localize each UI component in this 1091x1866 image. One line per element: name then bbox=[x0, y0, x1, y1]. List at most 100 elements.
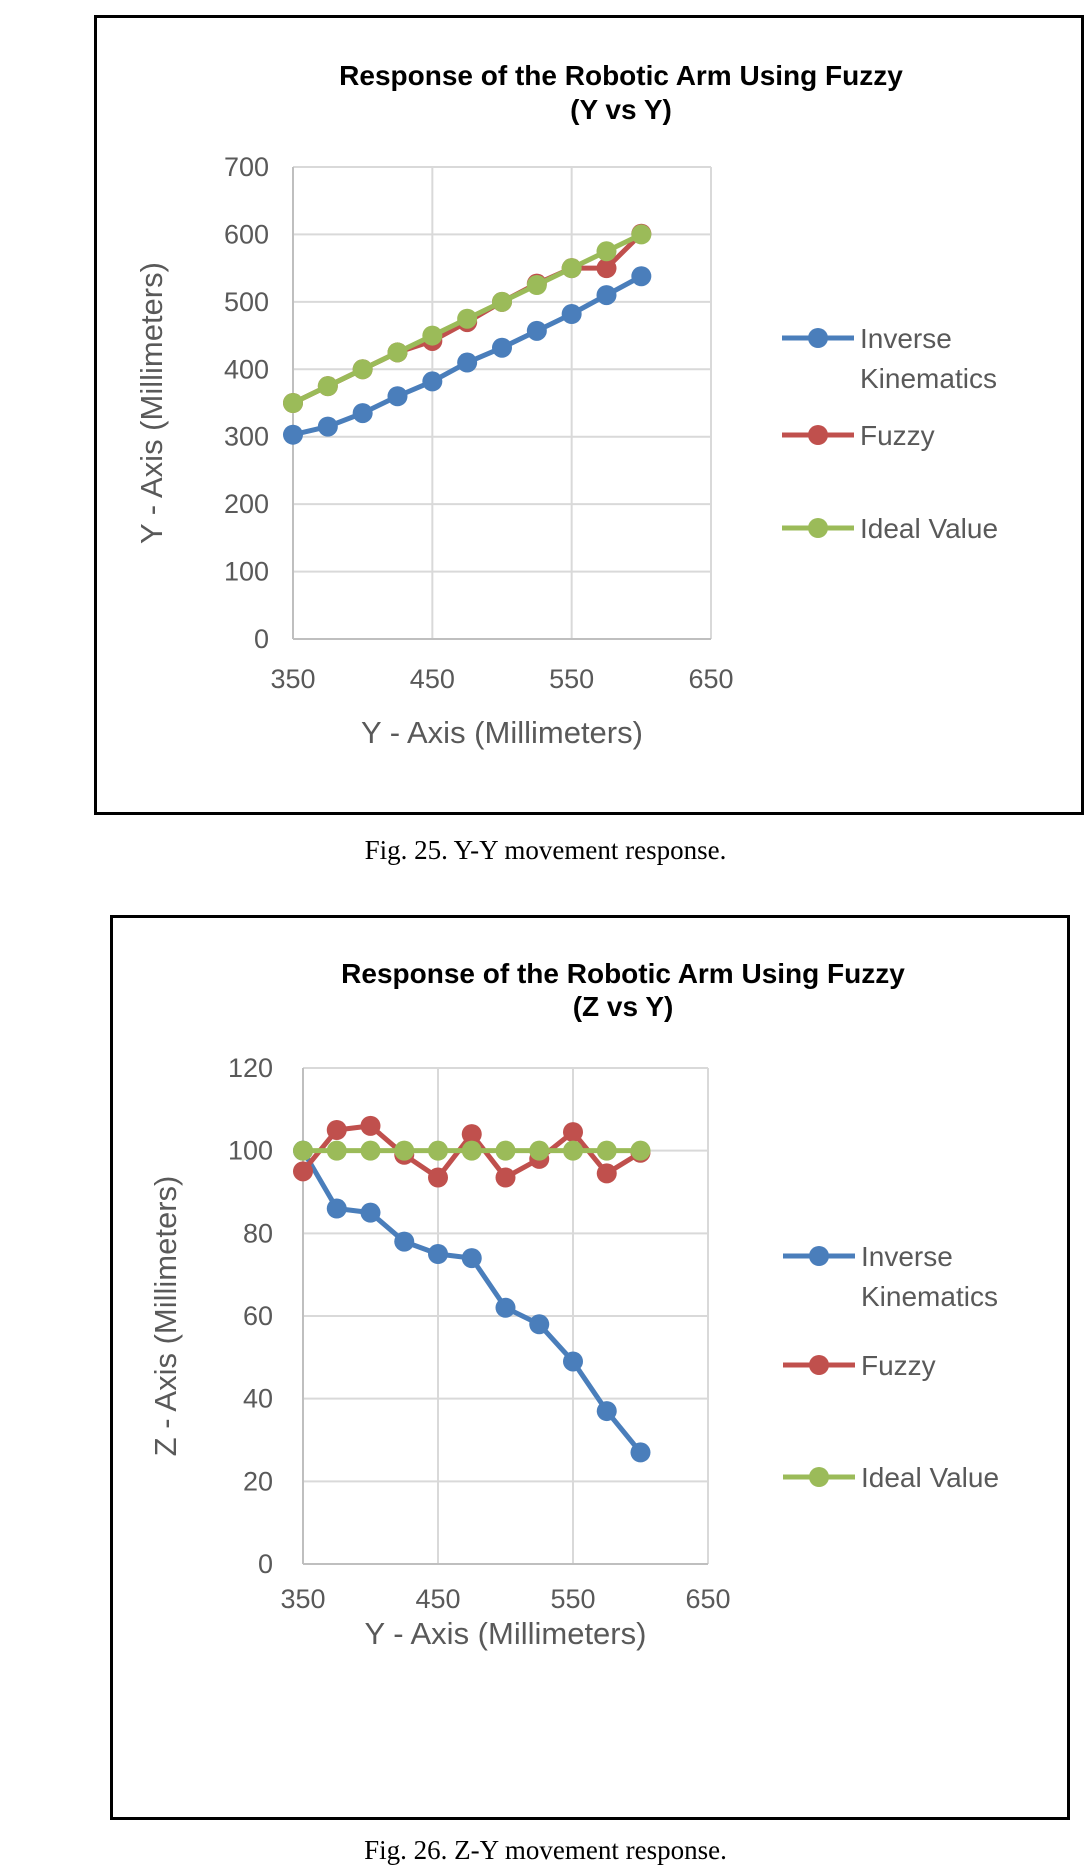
legend-swatch-marker bbox=[808, 425, 828, 445]
legend-label: Inverse bbox=[861, 1241, 953, 1272]
y-tick-label: 100 bbox=[224, 557, 269, 587]
data-point bbox=[387, 386, 408, 407]
data-point bbox=[461, 1140, 482, 1161]
y-tick-label: 500 bbox=[224, 287, 269, 317]
legend-swatch-marker bbox=[809, 1467, 829, 1487]
series-line bbox=[300, 1149, 643, 1454]
y-tick-label: 700 bbox=[224, 152, 269, 182]
data-point bbox=[283, 393, 303, 413]
y-axis-label: Y - Axis (Millimeters) bbox=[134, 262, 169, 544]
data-point bbox=[352, 403, 373, 424]
data-point bbox=[326, 1198, 347, 1219]
chart-title-line: Response of the Robotic Arm Using Fuzzy bbox=[341, 958, 905, 989]
legend-swatch-marker bbox=[808, 518, 828, 538]
data-point bbox=[596, 241, 617, 262]
x-tick-label: 350 bbox=[280, 1584, 325, 1614]
data-point bbox=[526, 275, 547, 295]
y-tick-label: 300 bbox=[224, 422, 269, 452]
legend-label: Inverse bbox=[860, 323, 952, 354]
data-point bbox=[529, 1314, 550, 1335]
data-point bbox=[360, 1140, 381, 1161]
data-point bbox=[293, 1161, 313, 1182]
y-tick-label: 400 bbox=[224, 354, 269, 384]
chart-z-vs-y: Response of the Robotic Arm Using Fuzzy(… bbox=[148, 958, 999, 1651]
data-point bbox=[326, 1140, 347, 1161]
data-point bbox=[492, 337, 512, 358]
data-point bbox=[457, 352, 478, 373]
data-point bbox=[394, 1231, 415, 1252]
data-point bbox=[461, 1248, 482, 1269]
data-point bbox=[596, 1140, 617, 1161]
x-tick-label: 350 bbox=[270, 664, 315, 694]
data-point bbox=[326, 1120, 347, 1140]
data-point bbox=[317, 416, 338, 437]
data-point bbox=[526, 320, 547, 341]
x-tick-label: 650 bbox=[688, 664, 733, 694]
y-tick-label: 0 bbox=[254, 624, 269, 654]
y-tick-label: 600 bbox=[224, 219, 269, 249]
figure-26-caption: Fig. 26. Z-Y movement response. bbox=[364, 1835, 727, 1865]
data-point bbox=[428, 1140, 448, 1161]
legend-swatch-marker bbox=[808, 328, 828, 348]
data-point bbox=[360, 1202, 381, 1223]
data-point bbox=[461, 1124, 482, 1145]
x-tick-label: 450 bbox=[415, 1584, 460, 1614]
data-point bbox=[293, 1140, 313, 1161]
data-point bbox=[561, 303, 582, 324]
data-point bbox=[563, 1351, 583, 1372]
data-point bbox=[563, 1122, 583, 1143]
data-point bbox=[561, 258, 582, 279]
legend-label: Fuzzy bbox=[861, 1350, 936, 1381]
data-point bbox=[457, 308, 478, 329]
y-tick-label: 120 bbox=[228, 1053, 273, 1083]
data-point bbox=[495, 1140, 516, 1161]
data-point bbox=[394, 1140, 415, 1161]
chart-title-line: Response of the Robotic Arm Using Fuzzy bbox=[339, 60, 903, 91]
y-tick-label: 40 bbox=[243, 1384, 273, 1414]
legend-swatch-marker bbox=[809, 1355, 829, 1375]
data-point bbox=[283, 424, 303, 445]
data-point bbox=[596, 1163, 617, 1184]
x-axis-label: Y - Axis (Millimeters) bbox=[365, 1616, 647, 1651]
data-point bbox=[422, 371, 443, 392]
data-point bbox=[352, 359, 373, 380]
data-point bbox=[631, 266, 652, 287]
data-point bbox=[387, 342, 408, 363]
legend-label: Ideal Value bbox=[860, 513, 998, 544]
data-point bbox=[360, 1115, 381, 1136]
data-point bbox=[596, 285, 617, 306]
data-point bbox=[596, 258, 617, 279]
y-tick-label: 20 bbox=[243, 1466, 273, 1496]
data-point bbox=[563, 1140, 583, 1161]
chart-y-vs-y: Response of the Robotic Arm Using Fuzzy(… bbox=[134, 60, 998, 750]
figure-25-caption: Fig. 25. Y-Y movement response. bbox=[364, 835, 727, 865]
x-tick-label: 550 bbox=[549, 664, 594, 694]
data-point bbox=[317, 376, 338, 397]
data-point bbox=[495, 1297, 516, 1318]
legend-label: Ideal Value bbox=[861, 1462, 999, 1493]
chart-title-line: (Z vs Y) bbox=[573, 991, 674, 1022]
figure-26-frame: Response of the Robotic Arm Using Fuzzy(… bbox=[110, 915, 1070, 1820]
legend-label: Kinematics bbox=[860, 363, 997, 394]
data-point bbox=[428, 1244, 448, 1264]
x-tick-label: 650 bbox=[685, 1584, 730, 1614]
data-point bbox=[428, 1167, 448, 1188]
legend-swatch-marker bbox=[809, 1246, 829, 1266]
chart-title-line: (Y vs Y) bbox=[570, 94, 672, 125]
legend-label: Fuzzy bbox=[860, 420, 935, 451]
data-point bbox=[492, 291, 512, 312]
y-tick-label: 60 bbox=[243, 1301, 273, 1331]
y-tick-label: 100 bbox=[228, 1136, 273, 1166]
data-point bbox=[630, 1442, 651, 1463]
data-point bbox=[495, 1167, 516, 1188]
x-axis-label: Y - Axis (Millimeters) bbox=[361, 715, 643, 750]
y-axis-label: Z - Axis (Millimeters) bbox=[148, 1176, 183, 1457]
data-point bbox=[630, 1140, 651, 1161]
x-tick-label: 450 bbox=[410, 664, 455, 694]
y-tick-label: 80 bbox=[243, 1218, 273, 1248]
x-tick-label: 550 bbox=[550, 1584, 595, 1614]
data-point bbox=[529, 1140, 550, 1161]
legend-label: Kinematics bbox=[861, 1281, 998, 1312]
data-point bbox=[631, 224, 652, 245]
y-tick-label: 200 bbox=[224, 489, 269, 519]
